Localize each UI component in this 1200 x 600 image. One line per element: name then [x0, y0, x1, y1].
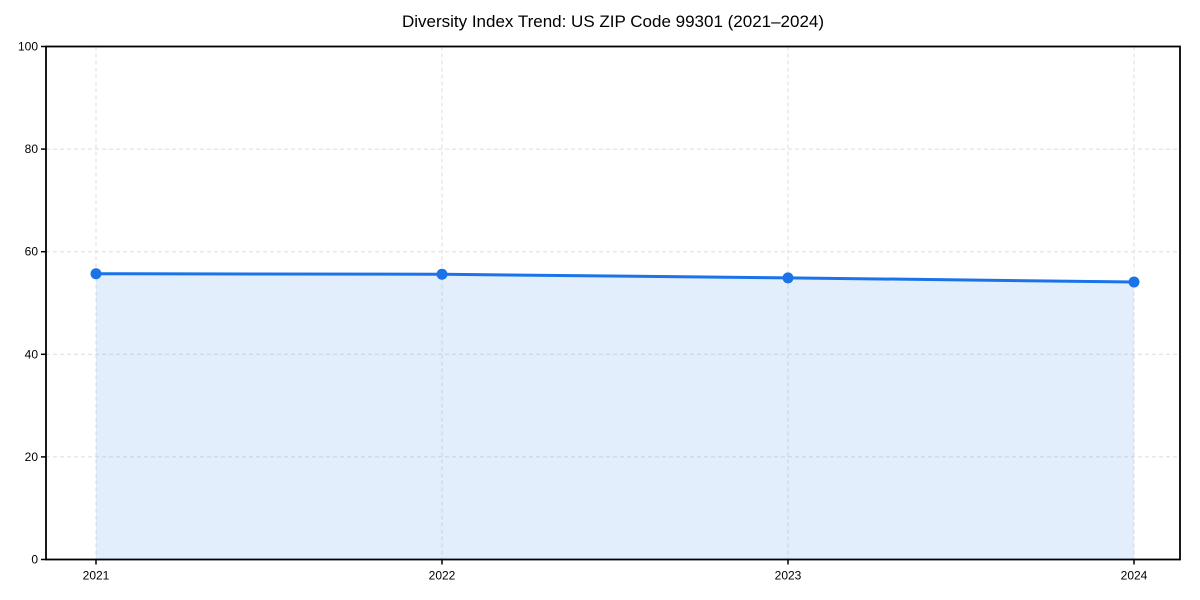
data-point [1128, 276, 1140, 288]
data-point [782, 272, 794, 284]
area-fill [96, 273, 1134, 560]
y-tick-label: 60 [25, 245, 39, 259]
trend-line [94, 272, 1136, 284]
axis-frame [45, 45, 1181, 561]
y-tick-label: 100 [18, 40, 38, 54]
chart-title: Diversity Index Trend: US ZIP Code 99301… [401, 12, 825, 31]
y-tick-label: 0 [31, 553, 38, 567]
data-point [90, 268, 102, 280]
y-tick-label: 40 [25, 347, 39, 361]
x-tick-label: 2023 [775, 569, 802, 583]
x-tick-label: 2021 [83, 569, 110, 583]
y-tick-label: 20 [25, 450, 39, 464]
x-tick-label: 2022 [429, 569, 456, 583]
y-tick-label: 80 [25, 142, 39, 156]
x-tick-label: 2024 [1121, 569, 1148, 583]
data-point [436, 268, 448, 280]
